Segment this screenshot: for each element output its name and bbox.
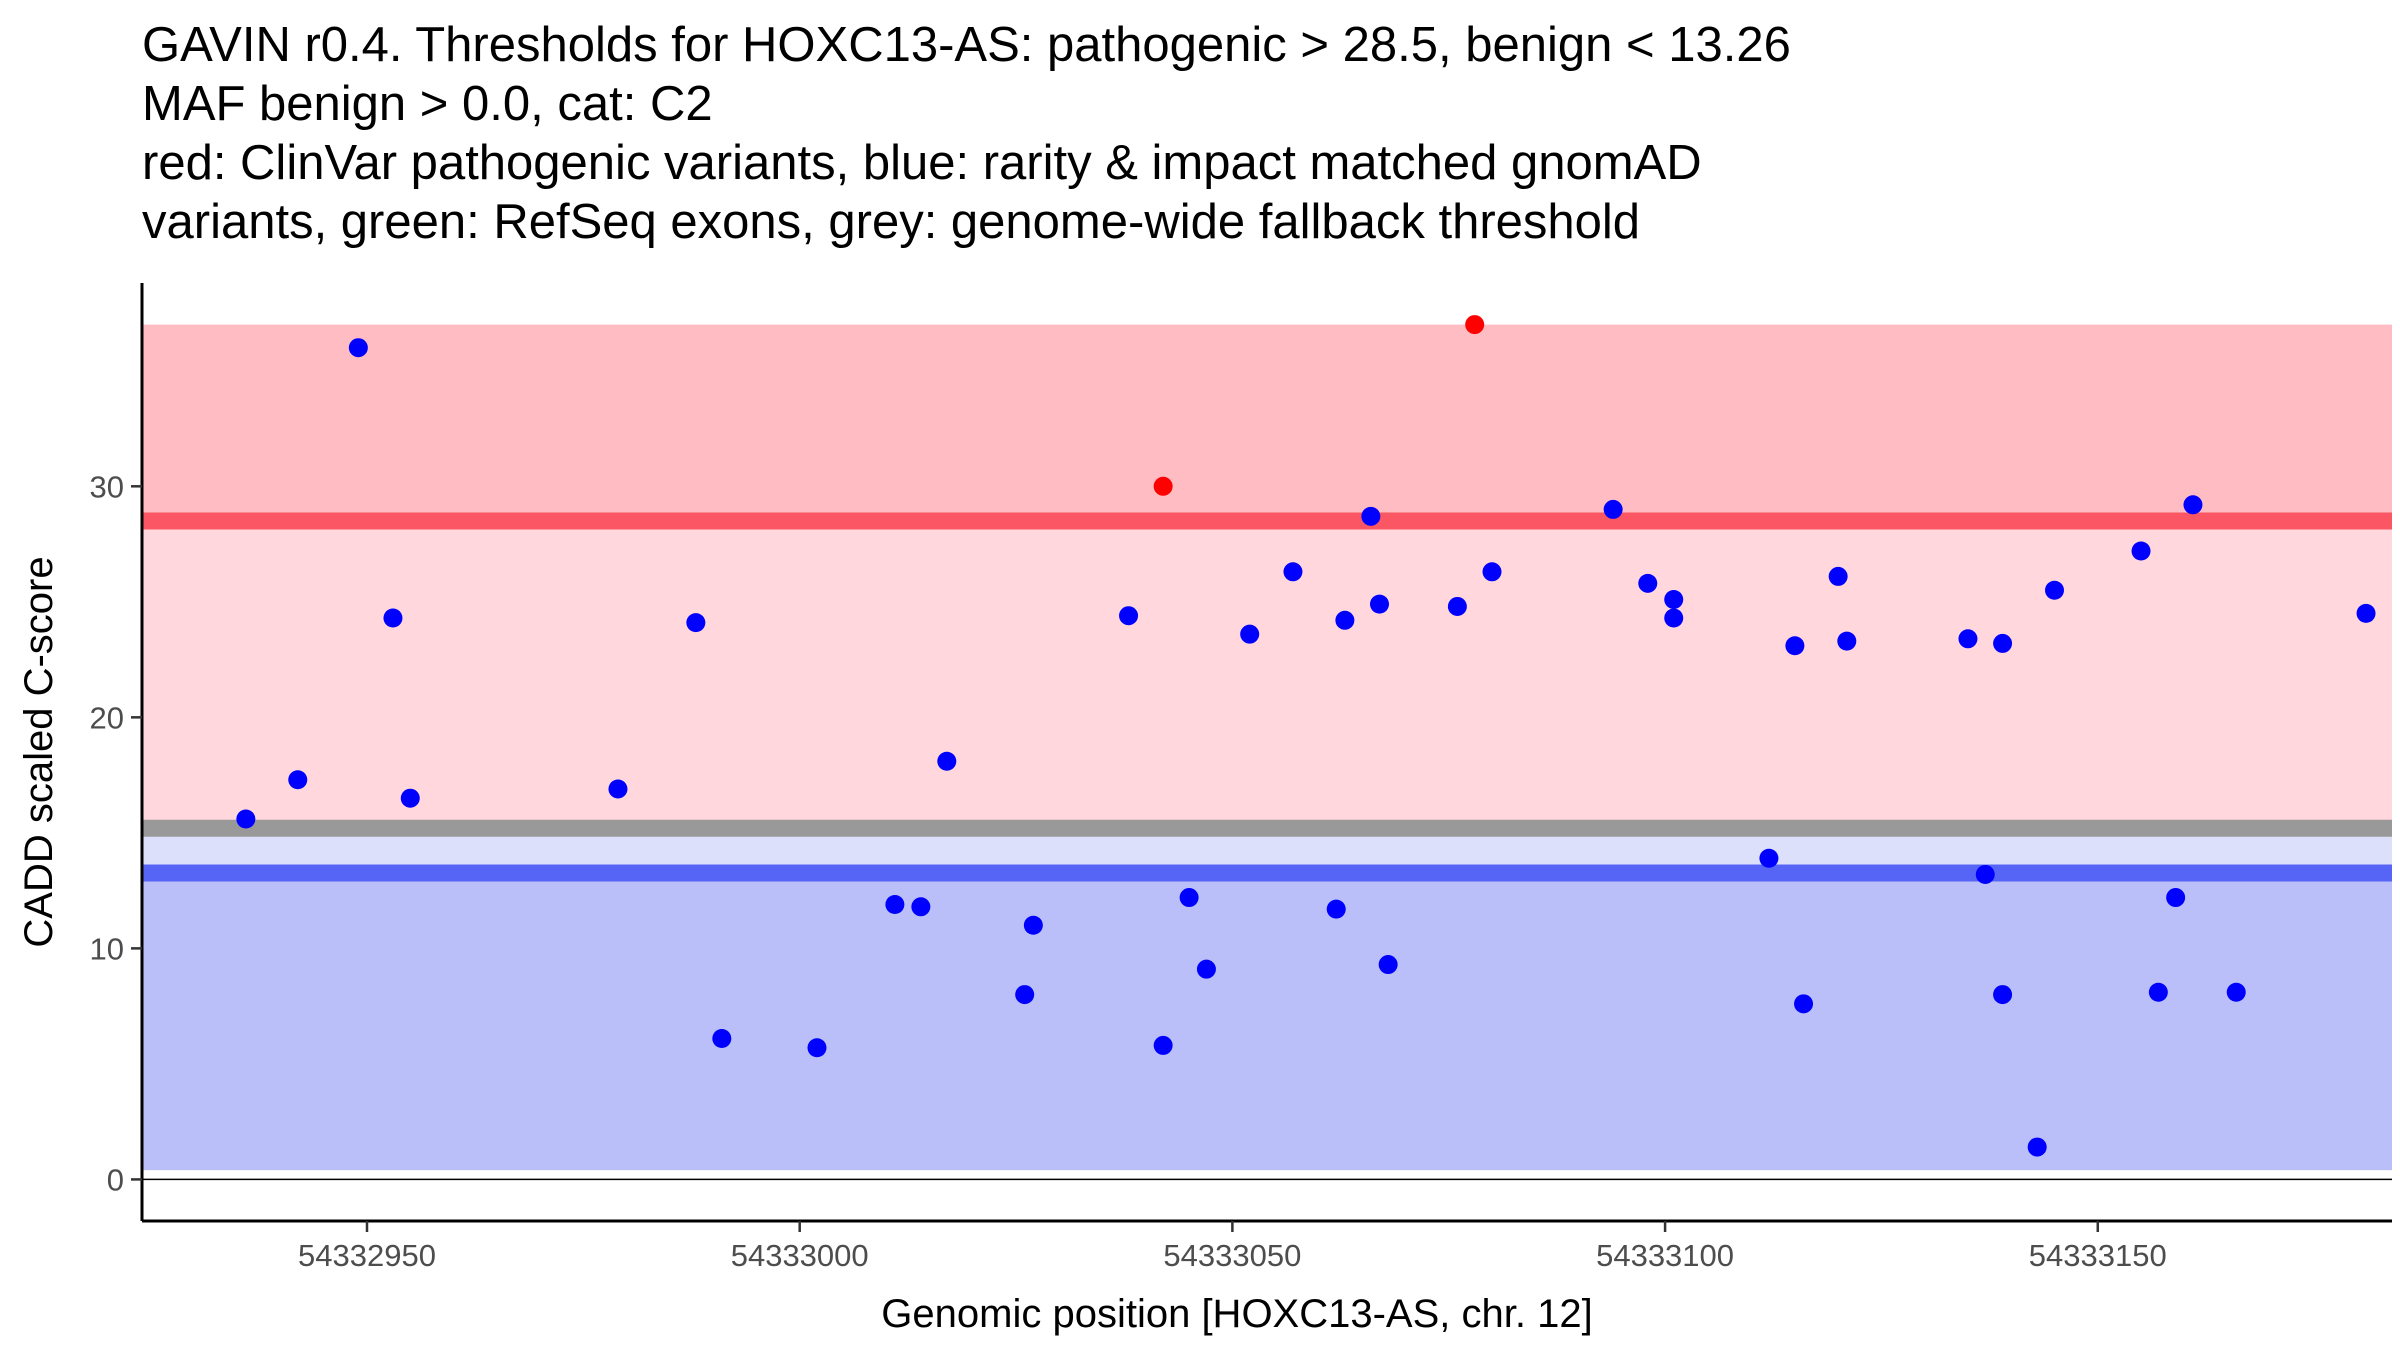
benign-variant-point	[1785, 636, 1805, 656]
benign-variant-point	[1196, 959, 1216, 979]
benign-variant-point	[1664, 590, 1684, 610]
benign-variant-point	[1993, 985, 2013, 1005]
benign-variant-point	[288, 770, 308, 790]
band-pathogenic	[142, 520, 2392, 829]
benign-variant-point	[1015, 985, 1035, 1005]
benign-variant-point	[1603, 499, 1623, 519]
x-axis-label: Genomic position [HOXC13-AS, chr. 12]	[881, 1292, 1592, 1336]
benign-variant-point	[1993, 633, 2013, 653]
x-tick-label: 54333050	[1163, 1238, 1301, 1273]
threshold-lines	[142, 512, 2392, 882]
x-tick-label: 54332950	[298, 1238, 436, 1273]
benign-variant-point	[2226, 982, 2246, 1002]
benign-variant-point	[2148, 982, 2168, 1002]
benign-variant-point	[1335, 610, 1355, 630]
benign-variant-point	[1240, 624, 1260, 644]
benign-variant-point	[1378, 955, 1398, 975]
pathogenic-variant-point	[1153, 476, 1173, 496]
benign-variant-point	[1179, 888, 1199, 908]
band-benign	[142, 873, 2392, 1171]
y-tick-label: 0	[107, 1162, 124, 1197]
benign-variant-point	[1361, 506, 1381, 526]
benign-variant-point	[1794, 994, 1814, 1014]
y-axis-label: CADD scaled C-score	[17, 556, 61, 947]
benign-variant-point	[348, 338, 368, 358]
x-tick-label: 54333150	[2029, 1238, 2167, 1273]
benign-variant-point	[937, 751, 957, 771]
axes: 0 10 20 30 54332950 54333000 54333050 54333100 5…	[90, 283, 2392, 1273]
benign-variant-point	[1837, 631, 1857, 651]
benign-variant-point	[2166, 888, 2186, 908]
benign-variant-point	[885, 894, 905, 914]
benign-variant-point	[383, 608, 403, 628]
x-tick-label: 54333000	[731, 1238, 869, 1273]
benign-variant-point	[911, 897, 931, 917]
title-line-1: GAVIN r0.4. Thresholds for HOXC13-AS: pa…	[142, 18, 1791, 72]
title-line-3: red: ClinVar pathogenic variants, blue: …	[142, 136, 1702, 190]
pathogenic-variant-point	[1465, 315, 1485, 335]
benign-variant-point	[1664, 608, 1684, 628]
benign-variant-point	[1759, 848, 1779, 868]
benign-variant-point	[1370, 594, 1389, 614]
benign-variant-point	[1958, 629, 1978, 649]
y-tick-label: 30	[90, 469, 124, 504]
benign-variant-point	[608, 779, 628, 799]
benign-variant-point	[807, 1038, 827, 1058]
benign-variant-point	[2356, 603, 2376, 623]
benign-variant-point	[1447, 596, 1467, 616]
benign-variant-point	[1638, 573, 1658, 593]
benign-variant-point	[1326, 899, 1346, 919]
benign-variant-point	[2045, 580, 2064, 600]
threshold-bands	[142, 324, 2392, 1171]
benign-variant-point	[1828, 566, 1848, 586]
benign-variant-point	[686, 613, 706, 633]
benign-variant-point	[236, 809, 256, 829]
benign-variant-point	[1023, 915, 1043, 935]
benign-variant-point	[2131, 541, 2151, 561]
benign-variant-point	[1283, 562, 1303, 582]
benign-variant-point	[1153, 1035, 1173, 1055]
benign-variant-point	[1482, 562, 1502, 582]
benign-variant-point	[1119, 606, 1139, 626]
band-pathogenic-high	[142, 324, 2392, 521]
title-line-4: variants, green: RefSeq exons, grey: gen…	[142, 195, 1641, 249]
data-points	[236, 315, 2376, 1157]
y-tick-label: 20	[90, 700, 124, 735]
benign-variant-point	[1975, 864, 1995, 884]
chart-title: GAVIN r0.4. Thresholds for HOXC13-AS: pa…	[142, 16, 1791, 252]
x-tick-label: 54333100	[1596, 1238, 1734, 1273]
benign-variant-point	[2183, 495, 2203, 515]
benign-variant-point	[712, 1028, 732, 1048]
title-line-2: MAF benign > 0.0, cat: C2	[142, 77, 713, 131]
benign-variant-point	[2027, 1137, 2047, 1157]
benign-variant-point	[400, 788, 420, 808]
y-tick-label: 10	[90, 931, 124, 966]
